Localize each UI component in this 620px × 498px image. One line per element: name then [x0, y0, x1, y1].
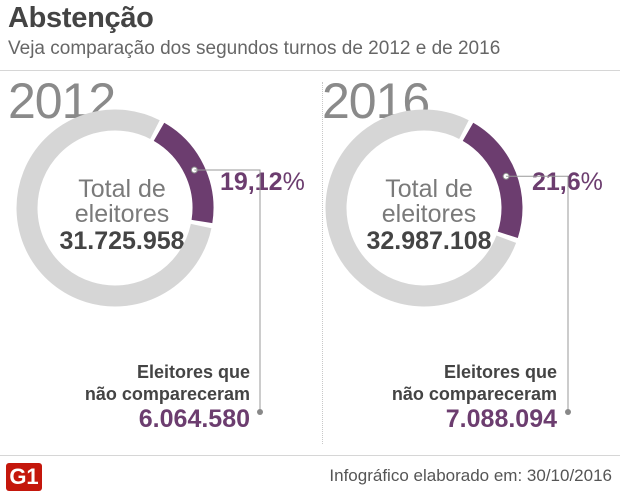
- panel-separator: [322, 82, 323, 444]
- absent-2012-line1: Eleitores que: [136, 362, 250, 382]
- pct-2016-symbol: %: [580, 168, 603, 196]
- page-subtitle: Veja comparação dos segundos turnos de 2…: [8, 38, 501, 59]
- total-2012-value: 31.725.958: [59, 227, 185, 255]
- center-2012-line2: eleitores: [74, 200, 170, 228]
- pct-2016-label: 21,6%: [532, 168, 603, 197]
- donut-2012-absent-arc: [153, 122, 214, 224]
- center-2016-line2: eleitores: [381, 200, 477, 228]
- leader-2012-line: [194, 169, 261, 412]
- absent-2012-line2: não compareceram: [84, 384, 250, 404]
- leader-2016-line: [506, 175, 569, 412]
- top-divider: [0, 70, 620, 71]
- pct-2012-number: 19,12: [220, 168, 283, 196]
- center-2012-line1: Total de: [78, 175, 166, 203]
- footer-credit: Infográfico elaborado em: 30/10/2016: [329, 466, 612, 485]
- absent-2016-line2: não compareceram: [391, 384, 557, 404]
- center-2012-label: Total de eleitores: [37, 177, 207, 227]
- donut-2012-rest-arc: [16, 109, 212, 307]
- absent-2012-label: Eleitores que não compareceram: [50, 361, 250, 405]
- leader-2012-end-dot: [257, 409, 263, 415]
- total-2016-value: 32.987.108: [366, 227, 492, 255]
- pct-2016-number: 21,6: [532, 168, 581, 196]
- absent-2016-label: Eleitores que não compareceram: [357, 361, 557, 405]
- absent-2016-line1: Eleitores que: [443, 362, 557, 382]
- absent-2016-value: 7.088.094: [445, 405, 557, 433]
- center-2016-label: Total de eleitores: [344, 177, 514, 227]
- donut-2016-absent-arc: [462, 122, 523, 239]
- g1-logo: G1: [6, 463, 42, 491]
- donut-2016-rest-arc: [325, 109, 517, 307]
- center-2016-line1: Total de: [385, 175, 473, 203]
- pct-2012-label: 19,12%: [220, 168, 305, 197]
- pct-2012-symbol: %: [282, 168, 305, 196]
- bottom-divider: [0, 455, 620, 456]
- leader-2016-end-dot: [565, 409, 571, 415]
- page-title: Abstenção: [8, 2, 154, 34]
- absent-2012-value: 6.064.580: [138, 405, 250, 433]
